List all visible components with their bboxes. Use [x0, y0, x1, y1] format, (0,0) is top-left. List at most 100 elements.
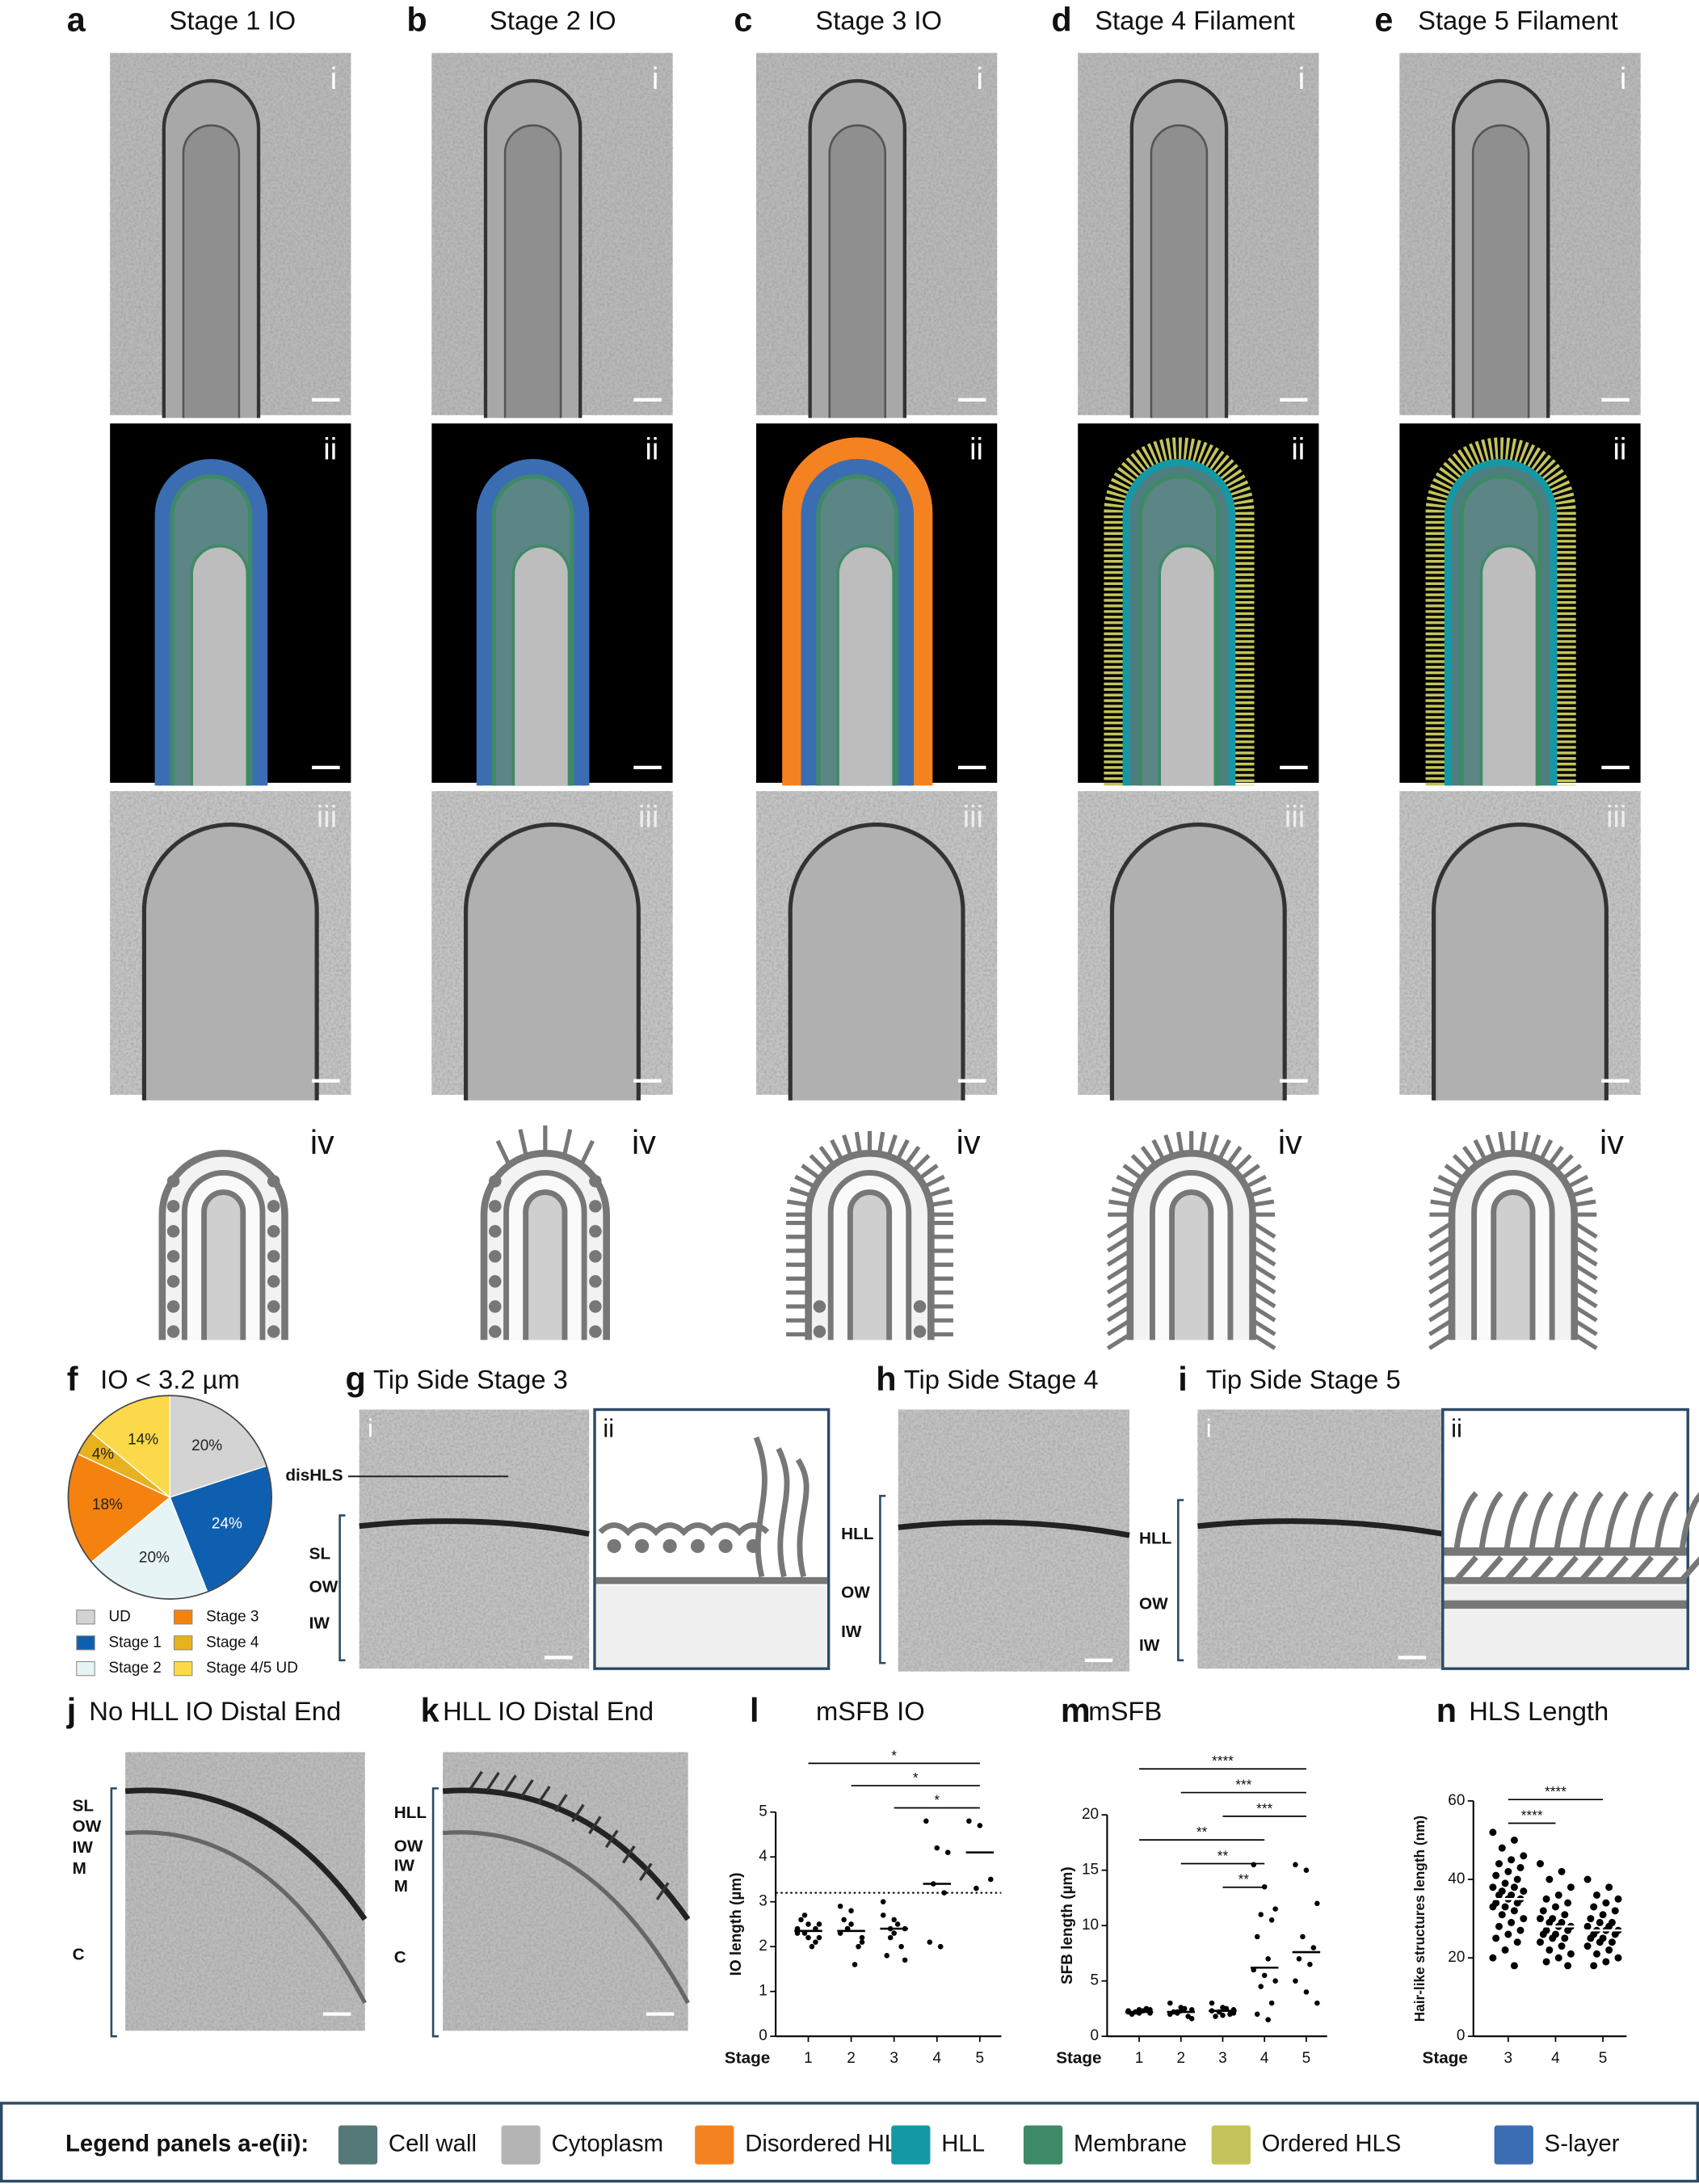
data-point	[1564, 1899, 1572, 1907]
value-label: 20%	[139, 1550, 170, 1567]
layer-label: SL	[309, 1544, 330, 1563]
row-numeral: ii	[323, 433, 337, 467]
significance-label: **	[1196, 1824, 1208, 1840]
data-point	[859, 1939, 865, 1945]
x-tick-label: 5	[1302, 2050, 1311, 2067]
hair	[1251, 1248, 1276, 1267]
data-point	[805, 1921, 811, 1927]
legend-swatch	[1211, 2125, 1251, 2165]
row-numeral: iv	[957, 1124, 981, 1161]
hair	[1251, 1199, 1275, 1207]
cell-inner	[503, 124, 562, 419]
layer-label: OW	[394, 1837, 423, 1855]
data-point	[1590, 1962, 1598, 1970]
legend-label: Disordered HLS	[745, 2130, 913, 2157]
dot	[267, 1250, 280, 1263]
data-point	[1546, 1875, 1554, 1883]
hair	[886, 1134, 898, 1157]
cell-outline	[1109, 823, 1287, 1100]
panel-letter: b	[406, 2, 427, 39]
bracket	[110, 1787, 117, 2038]
layer-label: C	[394, 1948, 406, 1967]
significance-label: ***	[1256, 1800, 1272, 1816]
hair	[1175, 1131, 1184, 1155]
hair	[1251, 1319, 1276, 1336]
y-tick-label: 0	[1457, 2027, 1466, 2044]
dot	[166, 1225, 180, 1238]
dot	[489, 1225, 502, 1238]
data-point	[1520, 1915, 1528, 1923]
cell-inner	[1471, 124, 1530, 419]
dot	[267, 1200, 280, 1213]
data-point	[1213, 2014, 1218, 2019]
hair	[842, 1134, 853, 1157]
data-point	[1583, 1922, 1592, 1930]
hair	[1547, 1145, 1564, 1167]
data-point	[1251, 1862, 1257, 1868]
significance-label: *	[913, 1770, 919, 1786]
data-point	[1614, 1895, 1622, 1903]
data-point	[816, 1934, 822, 1941]
cytoplasm	[190, 545, 249, 786]
dot	[166, 1250, 180, 1263]
data-point	[1508, 1918, 1516, 1926]
panel-letter: l	[750, 1692, 759, 1729]
hair	[1573, 1248, 1598, 1267]
value-label: 24%	[212, 1515, 242, 1532]
data-point	[944, 1849, 951, 1855]
cell-outline	[1432, 823, 1609, 1100]
data-point	[1564, 1926, 1572, 1934]
cell-inner	[182, 124, 241, 419]
layer-label: IW	[73, 1838, 94, 1857]
data-point	[1510, 1836, 1518, 1844]
significance-label: *	[934, 1791, 940, 1807]
data-point	[1504, 1867, 1512, 1875]
data-point	[894, 1921, 901, 1927]
hair	[638, 1862, 653, 1882]
hair	[830, 1138, 844, 1161]
dot	[589, 1225, 602, 1238]
hair	[486, 1771, 500, 1791]
hair	[554, 1794, 568, 1812]
core	[847, 1189, 893, 1340]
data-point	[1268, 1917, 1275, 1923]
row-numeral: iii	[317, 801, 337, 835]
schematic-hair	[1604, 1491, 1629, 1550]
hair	[1251, 1290, 1276, 1309]
x-axis-label: Stage	[725, 2048, 770, 2067]
legend-swatch	[1494, 2125, 1533, 2165]
row-numeral: i	[330, 62, 337, 96]
dot	[589, 1275, 602, 1288]
data-point	[1587, 1934, 1595, 1942]
hair	[1245, 1174, 1268, 1189]
x-axis-label: Stage	[1423, 2048, 1468, 2067]
data-point	[1602, 1899, 1610, 1907]
layer-label: disHLS	[285, 1467, 343, 1485]
y-axis-label: IO length (µm)	[728, 1873, 745, 1976]
cytoplasm	[511, 545, 571, 786]
core	[523, 1189, 568, 1340]
y-axis-label: SFB length (µm)	[1059, 1866, 1076, 1984]
core	[201, 1189, 246, 1340]
schematic-hair	[1654, 1491, 1679, 1550]
hair	[1251, 1304, 1276, 1323]
data-point	[1310, 1945, 1317, 1950]
core	[1169, 1189, 1214, 1340]
x-tick-label: 5	[976, 2050, 985, 2067]
x-tick-label: 4	[1551, 2050, 1560, 2067]
panel-title: Tip Side Stage 5	[1206, 1365, 1401, 1395]
y-tick-label: 10	[1082, 1917, 1099, 1934]
panel-letter: e	[1374, 2, 1393, 39]
dot	[813, 1325, 826, 1338]
cell-outline	[141, 823, 319, 1100]
legend-swatch	[338, 2125, 378, 2165]
legend-label: Stage 1	[108, 1634, 161, 1651]
x-tick-label: 5	[1599, 2050, 1608, 2067]
wall-curve	[442, 1787, 691, 1921]
legend-label: UD	[108, 1608, 130, 1625]
hair	[1485, 1134, 1496, 1157]
panel-title: Stage 3 IO	[815, 5, 942, 35]
micrograph-texture	[125, 1752, 365, 2031]
data-point	[1258, 1984, 1264, 1989]
sub-label: i	[368, 1415, 373, 1443]
